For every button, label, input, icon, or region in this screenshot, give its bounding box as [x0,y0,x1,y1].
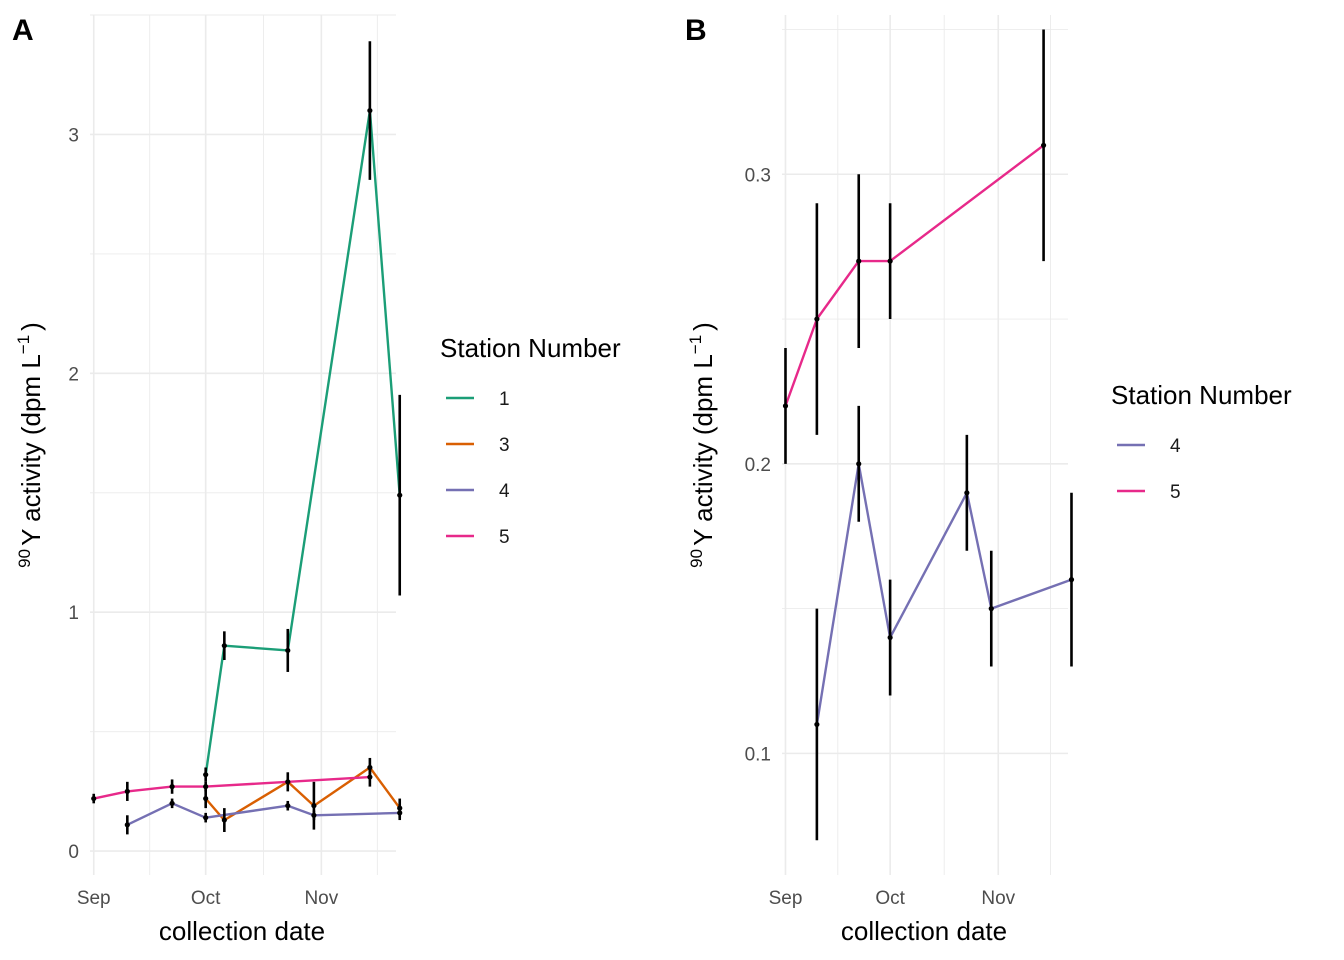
data-point [1040,142,1047,148]
x-axis-title: collection date [841,916,1007,946]
data-point [169,784,175,790]
y-tick-label: 0 [68,842,79,863]
grid [90,14,396,875]
y-tick-label: 3 [68,125,79,146]
data-point [285,803,291,809]
data-point [221,817,227,823]
data-point [367,107,373,114]
y-axis-title-main: Y activity (dpm L [16,354,46,546]
legend: Station Number 4 5 [1111,380,1292,503]
data-point [203,784,209,790]
data-marks [782,29,1075,841]
legend-label: 1 [499,389,510,410]
x-tick-label: Nov [304,888,338,909]
data-point [203,815,209,821]
y-tick-label: 0.1 [745,744,771,765]
legend-title: Station Number [1111,380,1292,410]
data-point [203,795,209,802]
data-point [782,403,789,409]
data-point [397,492,403,498]
y-axis-title-close: ) [688,322,718,331]
legend-label: 5 [499,527,510,548]
data-point [124,788,130,794]
y-axis-title-exponent: −1 [14,335,33,354]
data-point [169,800,175,806]
y-axis-title: 90 Y activity (dpm L−1) [14,322,46,568]
data-point [221,643,227,649]
y-axis-title-close: ) [16,322,46,331]
series-lines [93,109,401,826]
data-point [203,772,209,778]
grid [782,15,1068,875]
panel-letter: A [12,14,34,47]
y-axis-title-main: Y activity (dpm L [688,354,718,546]
data-point [1068,577,1075,583]
data-point [397,805,403,811]
y-tick-label: 0.3 [745,165,771,186]
data-point [91,795,97,802]
data-point [311,803,317,809]
data-point [988,606,994,612]
series-line-4 [815,462,1072,725]
series-line-5 [784,144,1045,407]
data-point [124,822,130,828]
legend-label: 4 [499,481,510,502]
data-point [311,812,317,818]
data-point [856,258,862,264]
data-point [814,721,820,728]
panel-letter: B [685,14,707,47]
x-tick-label: Oct [191,888,221,909]
data-point [285,779,291,785]
series-line-4 [126,802,400,826]
x-tick-label: Sep [77,888,111,909]
y-tick-label: 1 [68,603,79,624]
legend-label: 3 [499,435,510,456]
data-point [397,810,403,816]
y-axis-title-isotope: 90 [687,549,706,568]
series-line-1 [204,109,401,775]
y-tick-label: 0.2 [745,455,771,476]
data-point [964,490,970,496]
legend-title: Station Number [440,333,621,363]
y-tick-label: 2 [68,364,79,385]
data-point [367,764,373,771]
y-axis-title-exponent: −1 [686,335,705,354]
data-point [285,647,291,654]
data-marks [91,41,403,835]
x-axis-title: collection date [159,916,325,946]
legend: Station Number 1 3 4 5 [440,333,621,548]
data-point [367,774,373,780]
data-point [856,461,862,467]
series-lines [784,144,1072,725]
legend-label: 4 [1170,436,1181,457]
data-point [887,634,893,641]
y-axis-title: 90 Y activity (dpm L−1) [686,322,718,568]
x-tick-label: Sep [769,888,803,909]
data-point [887,258,893,264]
y-axis-title-isotope: 90 [15,549,34,568]
legend-label: 5 [1170,482,1181,503]
x-tick-label: Oct [875,888,905,909]
data-point [814,316,820,322]
x-tick-label: Nov [981,888,1015,909]
